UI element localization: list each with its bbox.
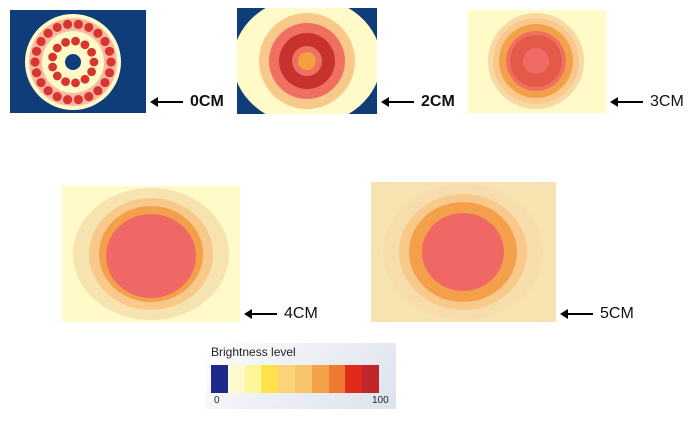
panel-3cm-image xyxy=(468,10,606,113)
panel-0cm-image xyxy=(10,10,146,113)
legend-swatch xyxy=(294,365,312,393)
panel-5cm-label: 5CM xyxy=(560,305,634,323)
arrow-left-icon xyxy=(381,97,414,107)
legend-min-label: 0 xyxy=(214,395,220,406)
brightness-legend: Brightness level 0 100 xyxy=(206,343,396,409)
legend-swatch xyxy=(345,365,363,393)
legend-swatch xyxy=(362,365,379,393)
legend-swatches xyxy=(211,365,379,393)
legend-swatch xyxy=(261,365,279,393)
arrow-left-icon xyxy=(610,97,643,107)
panel-2cm-label: 2CM xyxy=(381,93,455,111)
arrow-left-icon xyxy=(560,309,593,319)
arrow-left-icon xyxy=(150,97,183,107)
panel-4cm-image xyxy=(62,186,240,322)
label-text: 0CM xyxy=(190,93,224,110)
legend-swatch xyxy=(278,365,295,393)
label-text: 2CM xyxy=(421,93,455,110)
label-text: 5CM xyxy=(600,305,634,322)
legend-swatch xyxy=(328,365,346,393)
legend-swatch xyxy=(311,365,329,393)
legend-swatch xyxy=(211,365,228,393)
panel-4cm-label: 4CM xyxy=(244,305,318,323)
label-text: 3CM xyxy=(650,93,684,110)
panel-2cm-image xyxy=(237,8,377,114)
legend-swatch xyxy=(227,365,245,393)
panel-0cm-label: 0CM xyxy=(150,93,224,111)
legend-swatch xyxy=(244,365,262,393)
label-text: 4CM xyxy=(284,305,318,322)
arrow-left-icon xyxy=(244,309,277,319)
legend-max-label: 100 xyxy=(372,395,389,406)
legend-title: Brightness level xyxy=(211,345,296,359)
panel-3cm-label: 3CM xyxy=(610,93,684,111)
panel-5cm-image xyxy=(371,182,556,322)
